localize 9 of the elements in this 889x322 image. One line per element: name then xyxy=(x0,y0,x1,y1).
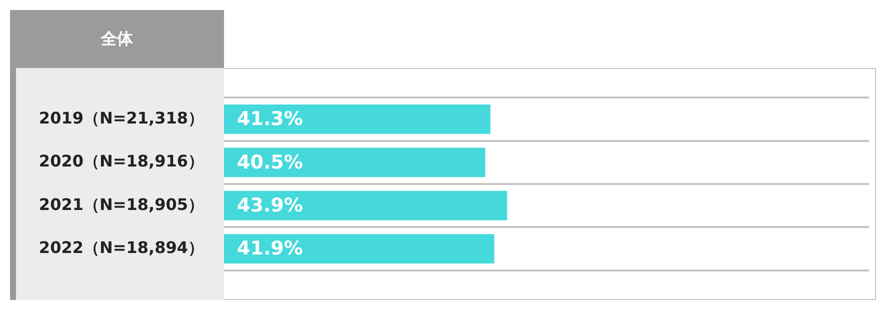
y-tick-label: 2019（N=21,318） xyxy=(38,108,204,128)
data-label: 41.9% xyxy=(237,238,303,260)
chart-title: 全体 xyxy=(10,10,224,68)
data-label: 41.3% xyxy=(237,108,303,130)
y-tick-label: 2021（N=18,905） xyxy=(38,194,204,214)
data-label: 43.9% xyxy=(237,194,303,217)
data-label: 40.5% xyxy=(237,151,303,174)
y-tick-label: 2020（N=18,916） xyxy=(38,152,204,171)
y-tick-label: 2022（N=18,894） xyxy=(38,238,204,257)
